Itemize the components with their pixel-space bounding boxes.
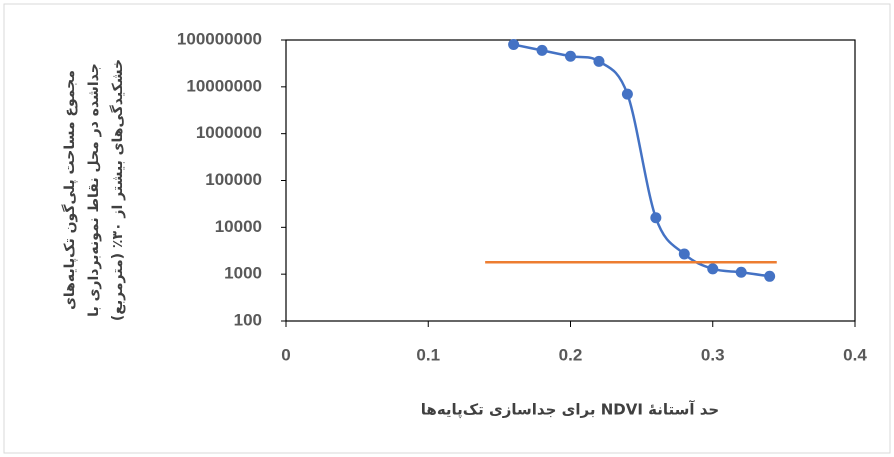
data-point — [650, 212, 662, 224]
x-tick-label: 0.2 — [559, 345, 583, 364]
y-axis-title-line: خشکیدگی‌های بیشتر از ۳۰٪ (مترمربع) — [109, 59, 126, 321]
y-tick-label: 100000 — [205, 170, 262, 189]
x-tick-label: 0 — [281, 345, 290, 364]
data-point — [707, 263, 719, 275]
chart-border — [3, 3, 891, 454]
data-point — [536, 44, 548, 56]
data-point — [764, 270, 776, 282]
x-tick-label: 0.1 — [416, 345, 440, 364]
x-tick-label: 0.4 — [843, 345, 867, 364]
data-point — [678, 248, 690, 260]
y-tick-label: 10000000 — [186, 76, 262, 95]
data-point — [508, 39, 520, 51]
data-point — [593, 55, 605, 67]
x-axis-title: حد آستانهٔ NDVI برای جداسازی تک‌پایه‌ها — [421, 401, 719, 420]
y-axis-title: مجموع مساحت پلی‌گون تک‌پایه‌های جداشده در… — [61, 59, 126, 321]
y-tick-label: 100000000 — [177, 29, 262, 48]
y-axis-title-line: مجموع مساحت پلی‌گون تک‌پایه‌های — [61, 70, 78, 310]
series-line — [513, 43, 770, 278]
data-point — [621, 88, 633, 100]
data-point — [565, 50, 576, 62]
y-tick-label: 1000000 — [196, 123, 262, 142]
data-point — [735, 266, 747, 278]
x-tick-label: 0.3 — [701, 345, 725, 364]
y-axis-title-line: جداشده در محل نقاط نمونه‌برداری با — [86, 63, 102, 317]
y-tick-label: 1000 — [224, 264, 262, 283]
y-tick-label: 100 — [234, 310, 262, 329]
y-tick-label: 10000 — [215, 217, 262, 236]
